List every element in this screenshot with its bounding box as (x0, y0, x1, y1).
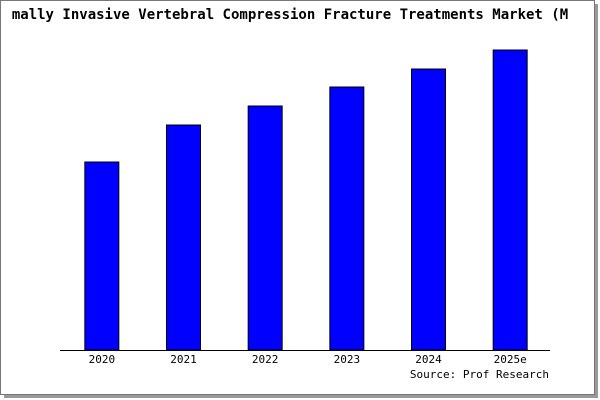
chart-title: mally Invasive Vertebral Compression Fra… (12, 7, 568, 23)
x-tick-label: 2020 (89, 353, 116, 366)
bar (411, 68, 446, 351)
x-tick-label: 2021 (170, 353, 197, 366)
bar (166, 124, 201, 351)
bar (84, 161, 120, 351)
x-tick-label: 2022 (252, 353, 279, 366)
x-tick-label: 2025e (494, 353, 527, 366)
source-note: Source: Prof Research (410, 368, 549, 381)
bar (329, 86, 365, 351)
x-tick-label: 2024 (415, 353, 442, 366)
bar (492, 49, 528, 351)
x-tick-label: 2023 (334, 353, 361, 366)
bar (247, 105, 283, 351)
